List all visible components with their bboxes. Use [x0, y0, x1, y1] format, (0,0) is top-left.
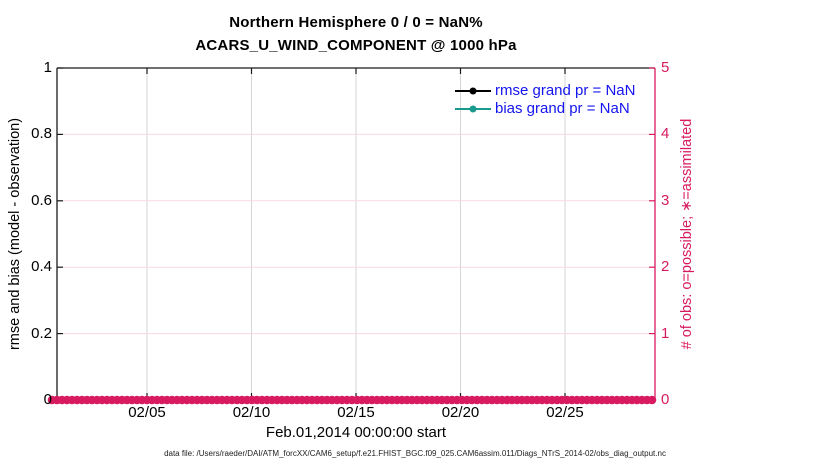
y-tick-label-right: 4 — [661, 125, 670, 143]
footer-datafile-text: data file: /Users/raeder/DAI/ATM_forcXX/… — [164, 449, 666, 458]
chart-subtitle: ACARS_U_WIND_COMPONENT @ 1000 hPa — [195, 37, 517, 54]
rmse-line-swatch — [455, 87, 491, 95]
legend-item-bias: bias grand pr = NaN — [455, 100, 635, 118]
legend-label-bias: bias grand pr = NaN — [495, 100, 630, 117]
bias-marker-dot — [469, 105, 477, 113]
y-tick-label-right: 5 — [661, 59, 670, 76]
legend-item-rmse: rmse grand pr = NaN — [455, 82, 635, 100]
y-tick-label-right: 1 — [661, 324, 670, 342]
y-tick-label-right: 0 — [661, 391, 670, 408]
y-tick-label-left: 0.4 — [31, 258, 52, 276]
y-axis-label-left: rmse and bias (model - observation) — [7, 117, 23, 351]
y-axis-label-right: # of obs: o=possible; ∗=assimilated — [679, 118, 695, 350]
y-tick-label-right: 2 — [661, 258, 670, 276]
legend: rmse grand pr = NaN bias grand pr = NaN — [455, 82, 635, 118]
x-tick-label: 02/15 — [337, 404, 375, 421]
y-tick-label-left: 0.2 — [31, 324, 52, 342]
y-tick-label-left: 1 — [43, 59, 52, 76]
y-tick-label-left: 0 — [43, 391, 52, 408]
bias-line-swatch — [455, 105, 491, 113]
obs-marker-band — [47, 395, 657, 405]
x-tick-label: 02/10 — [232, 404, 271, 421]
y-tick-label-left: 0.8 — [31, 125, 52, 143]
x-tick-label: 02/25 — [546, 404, 584, 421]
chart-title: Northern Hemisphere 0 / 0 = NaN% — [229, 14, 483, 31]
x-tick-label: 02/05 — [128, 404, 166, 421]
y-tick-label-left: 0.6 — [31, 191, 52, 209]
x-tick-label: 02/20 — [441, 404, 480, 421]
legend-label-rmse: rmse grand pr = NaN — [495, 82, 636, 99]
x-axis-label: Feb.01,2014 00:00:00 start — [265, 424, 447, 441]
obs-possible-marker — [647, 395, 657, 405]
y-tick-label-right: 3 — [661, 191, 670, 209]
rmse-marker-dot — [469, 87, 477, 95]
